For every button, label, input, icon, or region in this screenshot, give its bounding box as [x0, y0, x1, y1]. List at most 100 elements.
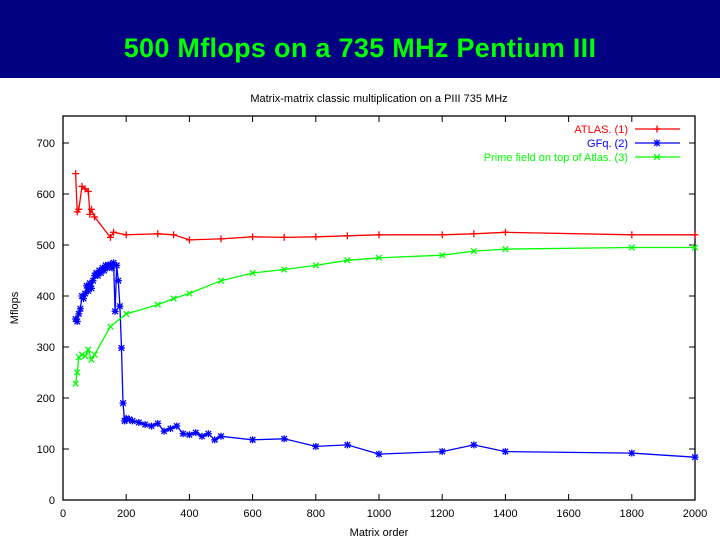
data-point: [343, 232, 351, 240]
data-point: [170, 231, 178, 239]
data-point: [344, 257, 351, 264]
legend-marker: [653, 153, 661, 161]
x-tick-label: 0: [60, 508, 66, 520]
data-point: [375, 450, 383, 458]
x-tick-label: 1400: [493, 508, 517, 520]
data-point: [166, 425, 174, 433]
data-point: [73, 369, 81, 376]
data-point: [84, 187, 92, 195]
data-point: [185, 431, 193, 439]
legend: ATLAS. (1) GFq. (2) Prime field on top of …: [484, 124, 680, 164]
data-point: [192, 429, 200, 437]
data-point: [438, 231, 446, 239]
data-point: [72, 380, 79, 387]
series-3: [72, 244, 699, 387]
data-point: [129, 417, 137, 425]
data-point: [110, 228, 118, 236]
data-point: [86, 210, 94, 218]
x-axis: 0 200 400 600 800 1000 1200 1400 1600 1800 2000: [60, 116, 707, 520]
data-point: [122, 310, 130, 318]
data-point: [691, 453, 699, 461]
y-axis: 0 100 200 300 400 500 600 700: [37, 138, 695, 507]
data-point: [217, 235, 225, 243]
x-tick-label: 400: [180, 508, 198, 520]
data-point: [173, 422, 181, 430]
data-point: [154, 230, 162, 238]
data-point: [628, 231, 636, 239]
data-point: [113, 261, 121, 269]
data-point: [85, 346, 92, 353]
data-point: [135, 418, 143, 426]
x-tick-label: 600: [243, 508, 261, 520]
y-tick-label: 500: [37, 240, 55, 252]
data-point: [501, 228, 509, 236]
y-tick-label: 100: [37, 444, 55, 456]
data-point: [111, 307, 119, 315]
data-point: [438, 251, 446, 259]
data-point: [470, 441, 478, 449]
data-point: [117, 344, 125, 352]
x-tick-label: 1200: [430, 508, 454, 520]
y-tick-label: 400: [37, 291, 55, 303]
data-point: [154, 301, 162, 308]
series-line-1: [74, 173, 695, 241]
x-tick-label: 1800: [620, 508, 644, 520]
y-tick-label: 600: [37, 189, 55, 201]
y-tick-label: 300: [37, 342, 55, 354]
data-point: [147, 422, 155, 430]
data-point: [141, 421, 149, 429]
chart-title: Matrix-matrix classic multiplication on …: [250, 93, 507, 105]
data-point: [691, 231, 699, 239]
data-point: [154, 420, 162, 427]
data-point: [88, 356, 95, 364]
data-point: [185, 236, 193, 244]
data-point: [470, 247, 478, 255]
data-point: [106, 233, 114, 241]
data-point: [80, 295, 88, 303]
data-point: [204, 430, 212, 438]
data-point: [198, 432, 206, 440]
data-point: [160, 427, 168, 435]
data-point: [107, 323, 114, 330]
data-point: [249, 436, 257, 444]
x-tick-label: 200: [117, 508, 135, 520]
data-point: [280, 435, 288, 443]
data-point: [75, 310, 83, 318]
data-point: [375, 254, 383, 262]
x-tick-label: 1000: [367, 508, 391, 520]
data-point: [91, 213, 99, 221]
series-1: [72, 170, 699, 244]
y-tick-label: 0: [49, 495, 55, 507]
series-line-3: [74, 246, 695, 384]
data-point: [179, 430, 187, 438]
data-point: [343, 441, 351, 449]
x-axis-title: Matrix order: [350, 527, 409, 539]
data-point: [91, 351, 98, 358]
data-point: [375, 231, 383, 239]
data-point: [122, 231, 130, 239]
data-point: [73, 318, 81, 325]
legend-marker: [653, 125, 661, 133]
data-point: [312, 442, 320, 450]
slide-banner: 500 Mflops on a 735 MHz Pentium III: [0, 0, 720, 78]
legend-marker: [653, 139, 661, 147]
data-point: [502, 245, 509, 253]
data-point: [217, 277, 225, 284]
legend-label: ATLAS. (1): [574, 124, 628, 136]
x-tick-label: 800: [307, 508, 325, 520]
plot-frame: [62, 115, 696, 501]
data-point: [72, 170, 80, 178]
y-tick-label: 700: [37, 138, 55, 150]
data-point: [438, 448, 446, 456]
series-layer: [72, 170, 699, 461]
data-point: [249, 233, 257, 241]
data-point: [186, 290, 193, 297]
data-point: [81, 352, 89, 360]
legend-label: Prime field on top of Atlas. (3): [484, 152, 628, 164]
data-point: [691, 244, 699, 251]
slide-title: 500 Mflops on a 735 MHz Pentium III: [123, 33, 597, 63]
data-point: [116, 302, 124, 310]
data-point: [119, 399, 127, 407]
data-point: [217, 432, 225, 440]
